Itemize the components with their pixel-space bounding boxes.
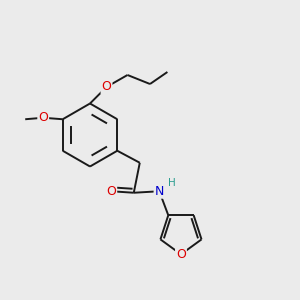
Text: O: O <box>38 111 48 124</box>
Text: H: H <box>168 178 176 188</box>
Text: O: O <box>102 80 111 94</box>
Text: O: O <box>176 248 186 261</box>
Text: N: N <box>154 185 164 198</box>
Text: O: O <box>106 185 116 198</box>
